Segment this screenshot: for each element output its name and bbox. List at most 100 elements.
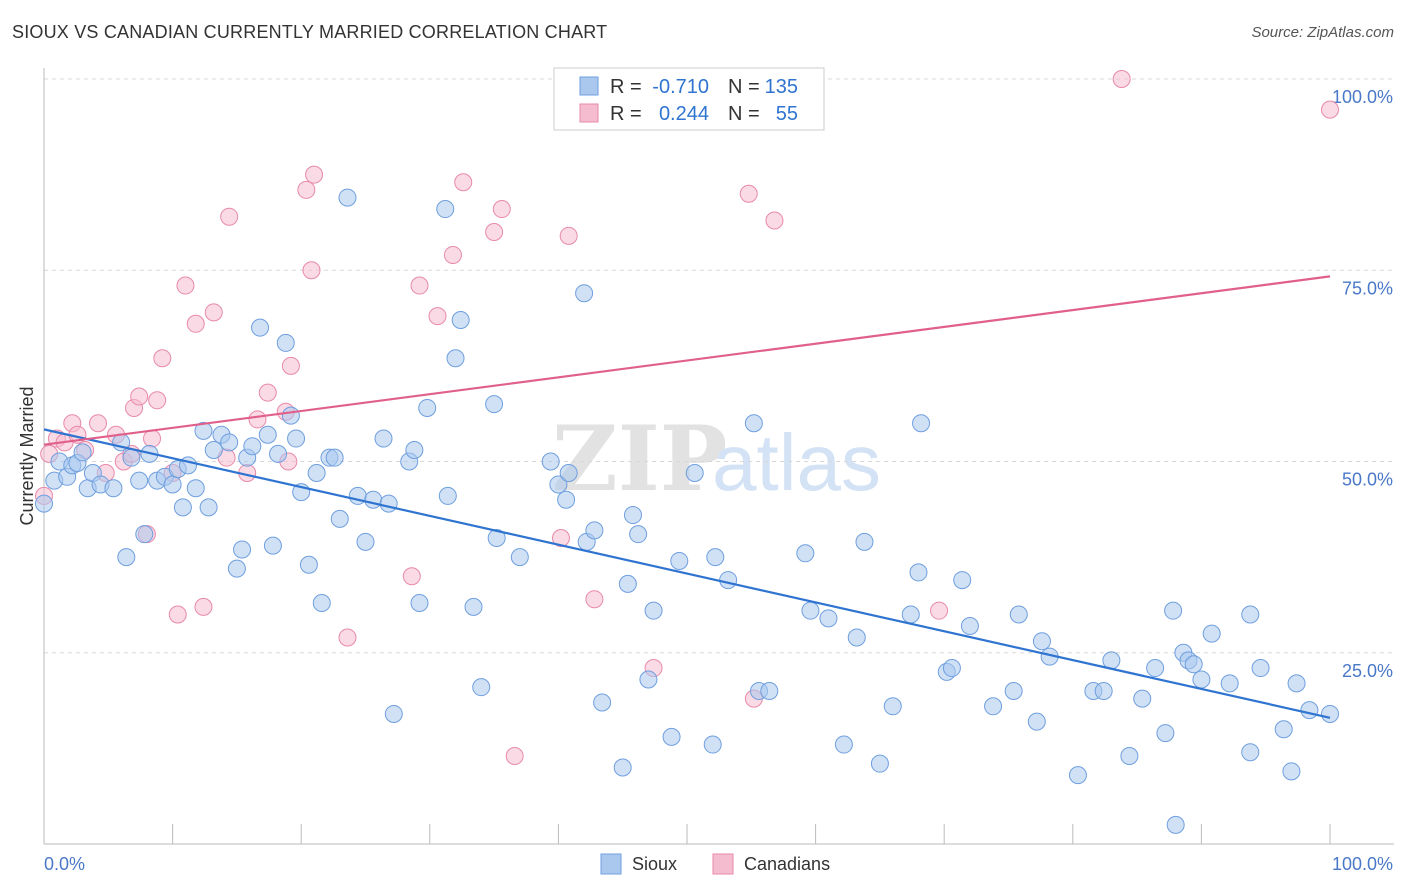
canadians-point-33 bbox=[302, 261, 321, 280]
canadians-point-32 bbox=[297, 180, 316, 199]
sioux-point-58 bbox=[436, 200, 455, 219]
sioux-points bbox=[35, 188, 1339, 834]
sioux-point-26 bbox=[204, 441, 223, 460]
legend-canadians-swatch bbox=[712, 853, 734, 875]
canadians-point-7 bbox=[89, 414, 108, 433]
y-tick-label-50: 50.0% bbox=[1342, 470, 1393, 490]
legend-canadians-label: Canadians bbox=[744, 854, 830, 874]
canadians-point-15 bbox=[143, 429, 162, 448]
sioux-point-64 bbox=[485, 395, 504, 414]
sioux-point-99 bbox=[909, 563, 928, 582]
sioux-point-86 bbox=[719, 571, 738, 590]
sioux-point-59 bbox=[438, 486, 457, 505]
canadians-point-46 bbox=[585, 590, 604, 609]
canadians-point-42 bbox=[492, 200, 511, 219]
y-axis-label: Currently Married bbox=[17, 386, 37, 525]
sioux-point-61 bbox=[451, 310, 470, 329]
canadians-point-34 bbox=[305, 165, 324, 184]
series-legend: Sioux Canadians bbox=[600, 853, 830, 875]
y-tick-labels: 25.0% 50.0% 75.0% 100.0% bbox=[1332, 87, 1393, 681]
sioux-point-15 bbox=[135, 525, 154, 544]
sioux-point-45 bbox=[325, 448, 344, 467]
sioux-point-56 bbox=[410, 594, 429, 613]
sioux-n-value: 135 bbox=[765, 76, 798, 98]
grid-lines bbox=[44, 78, 1394, 654]
sioux-point-41 bbox=[299, 555, 318, 574]
y-tick-label-75: 75.0% bbox=[1342, 278, 1393, 298]
sioux-point-65 bbox=[487, 529, 506, 547]
sioux-n-label: N = bbox=[728, 76, 760, 98]
canadians-r-label: R = bbox=[610, 103, 642, 125]
canadians-point-35 bbox=[338, 628, 357, 647]
sioux-point-93 bbox=[834, 735, 853, 754]
canadians-point-19 bbox=[168, 605, 187, 624]
sioux-point-92 bbox=[819, 609, 838, 628]
sioux-point-79 bbox=[639, 670, 658, 689]
sioux-point-78 bbox=[629, 525, 648, 544]
sioux-point-38 bbox=[281, 406, 300, 425]
sioux-point-102 bbox=[942, 659, 961, 678]
sioux-point-21 bbox=[173, 498, 192, 517]
sioux-point-95 bbox=[855, 532, 874, 551]
sioux-point-68 bbox=[549, 475, 568, 494]
sioux-point-43 bbox=[312, 594, 331, 613]
canadians-point-50 bbox=[765, 211, 784, 230]
sioux-point-119 bbox=[1164, 601, 1183, 620]
y-tick-label-100: 100.0% bbox=[1332, 87, 1393, 107]
canadians-point-31 bbox=[281, 356, 300, 375]
sioux-point-36 bbox=[269, 444, 288, 463]
canadians-n-value: 55 bbox=[776, 103, 798, 125]
sioux-point-130 bbox=[1274, 720, 1293, 739]
sioux-point-50 bbox=[364, 490, 383, 509]
canadians-point-20 bbox=[176, 276, 195, 295]
sioux-point-91 bbox=[801, 601, 820, 620]
canadians-point-51 bbox=[930, 601, 949, 620]
canadians-point-39 bbox=[443, 245, 462, 264]
canadians-point-45 bbox=[559, 226, 578, 245]
sioux-point-60 bbox=[446, 349, 465, 368]
sioux-point-55 bbox=[405, 441, 424, 460]
sioux-point-37 bbox=[276, 333, 295, 352]
sioux-point-103 bbox=[953, 571, 972, 590]
canadians-point-43 bbox=[505, 747, 524, 766]
canadians-point-36 bbox=[402, 567, 421, 586]
sioux-point-28 bbox=[220, 433, 239, 452]
sioux-point-108 bbox=[1027, 712, 1046, 731]
watermark-zip: ZIP bbox=[552, 406, 727, 512]
sioux-point-14 bbox=[130, 471, 149, 490]
sioux-point-70 bbox=[559, 463, 578, 482]
sioux-point-51 bbox=[374, 429, 393, 448]
sioux-point-132 bbox=[1287, 674, 1306, 693]
sioux-point-46 bbox=[330, 509, 349, 528]
sioux-point-87 bbox=[744, 414, 763, 433]
canadians-point-44 bbox=[551, 529, 570, 547]
sioux-point-97 bbox=[883, 697, 902, 716]
sioux-point-80 bbox=[644, 601, 663, 620]
chart-title: SIOUX VS CANADIAN CURRENTLY MARRIED CORR… bbox=[12, 22, 608, 42]
canadians-point-48 bbox=[739, 184, 758, 203]
canadians-point-40 bbox=[454, 173, 473, 192]
sioux-point-47 bbox=[338, 188, 357, 207]
canadians-point-22 bbox=[194, 597, 213, 616]
sioux-point-23 bbox=[186, 479, 205, 498]
watermark-atlas: atlas bbox=[712, 418, 881, 507]
sioux-point-90 bbox=[796, 544, 815, 563]
sioux-point-35 bbox=[263, 536, 282, 555]
canadians-r-value: 0.244 bbox=[659, 103, 709, 125]
sioux-point-81 bbox=[662, 727, 681, 746]
canadians-point-53 bbox=[1321, 100, 1339, 119]
sioux-point-75 bbox=[613, 758, 632, 777]
canadians-point-23 bbox=[204, 303, 223, 322]
sioux-point-107 bbox=[1009, 605, 1028, 624]
sioux-point-113 bbox=[1094, 682, 1113, 700]
sioux-point-126 bbox=[1220, 674, 1239, 693]
sioux-point-74 bbox=[593, 693, 612, 712]
sioux-point-125 bbox=[1202, 624, 1221, 643]
sioux-point-128 bbox=[1241, 743, 1260, 762]
x-tick-label-min: 0.0% bbox=[44, 854, 85, 874]
canadians-point-41 bbox=[485, 223, 504, 241]
stats-legend-box bbox=[553, 67, 825, 131]
sioux-point-123 bbox=[1184, 655, 1203, 674]
sioux-point-111 bbox=[1068, 766, 1087, 785]
sioux-point-84 bbox=[703, 735, 722, 754]
